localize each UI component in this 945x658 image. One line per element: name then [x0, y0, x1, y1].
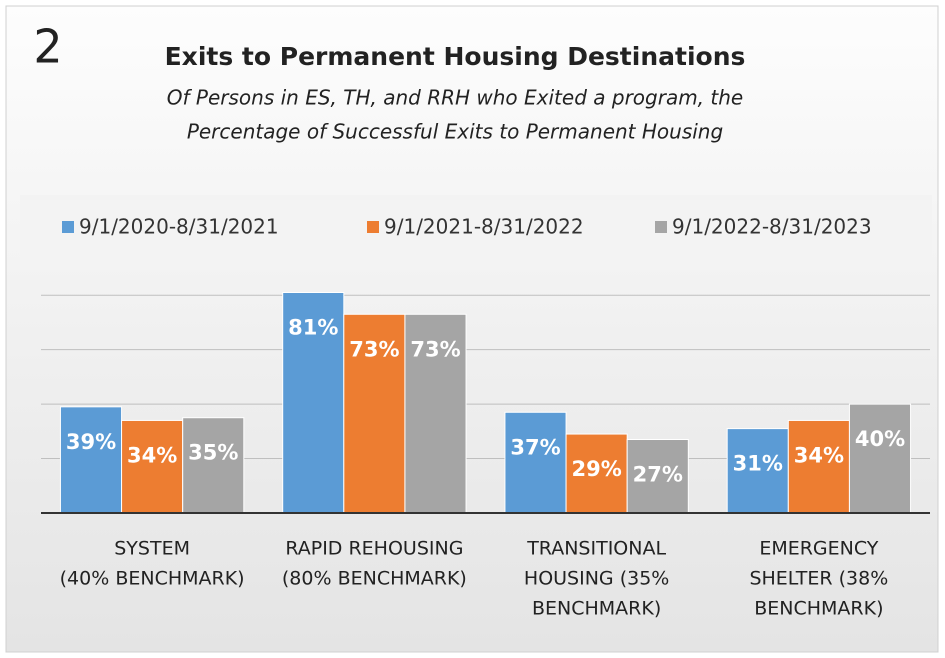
chart-number: 2: [33, 20, 62, 74]
x-tick-label: HOUSING (35%: [524, 568, 669, 590]
x-tick-label: BENCHMARK): [754, 598, 883, 620]
bar: [182, 417, 245, 514]
data-label: 73%: [410, 337, 460, 361]
bar: [59, 406, 123, 514]
data-label: 34%: [794, 443, 844, 467]
legend-label: 9/1/2020-8/31/2021: [79, 215, 279, 239]
bar: [848, 403, 912, 514]
data-label: 39%: [66, 430, 116, 454]
legend-label: 9/1/2021-8/31/2022: [384, 215, 584, 239]
data-label: 34%: [127, 443, 177, 467]
legend-background: [20, 195, 932, 259]
bar: [626, 439, 689, 514]
data-label: 29%: [571, 457, 621, 481]
chart-subtitle: Of Persons in ES, TH, and RRH who Exited…: [167, 86, 743, 110]
data-label: 40%: [855, 427, 905, 451]
x-tick-label: BENCHMARK): [532, 598, 661, 620]
data-label: 37%: [510, 435, 560, 459]
bar: [404, 313, 467, 514]
x-tick-label: EMERGENCY: [759, 538, 878, 560]
x-tick-label: SHELTER (38%: [749, 568, 888, 590]
data-label: 73%: [349, 337, 399, 361]
data-label: 31%: [733, 452, 783, 476]
bar: [726, 428, 789, 514]
legend-swatch: [62, 221, 74, 233]
bar: [504, 411, 567, 514]
x-tick-label: RAPID REHOUSING: [285, 538, 463, 560]
bar: [121, 419, 184, 514]
x-tick-label: (40% BENCHMARK): [60, 568, 245, 590]
legend-label: 9/1/2022-8/31/2023: [672, 215, 872, 239]
bar: [282, 292, 345, 514]
data-label: 27%: [633, 463, 683, 487]
legend-swatch: [367, 221, 379, 233]
x-tick-label: (80% BENCHMARK): [282, 568, 467, 590]
data-label: 35%: [188, 441, 238, 465]
chart-background: [5, 5, 939, 653]
chart-subtitle: Percentage of Successful Exits to Perman…: [187, 120, 723, 144]
data-label: 81%: [288, 316, 338, 340]
chart-title: Exits to Permanent Housing Destinations: [165, 42, 746, 71]
x-tick-label: SYSTEM: [114, 538, 190, 560]
x-tick-label: TRANSITIONAL: [526, 538, 666, 560]
bar: [565, 433, 628, 514]
legend-swatch: [655, 221, 667, 233]
